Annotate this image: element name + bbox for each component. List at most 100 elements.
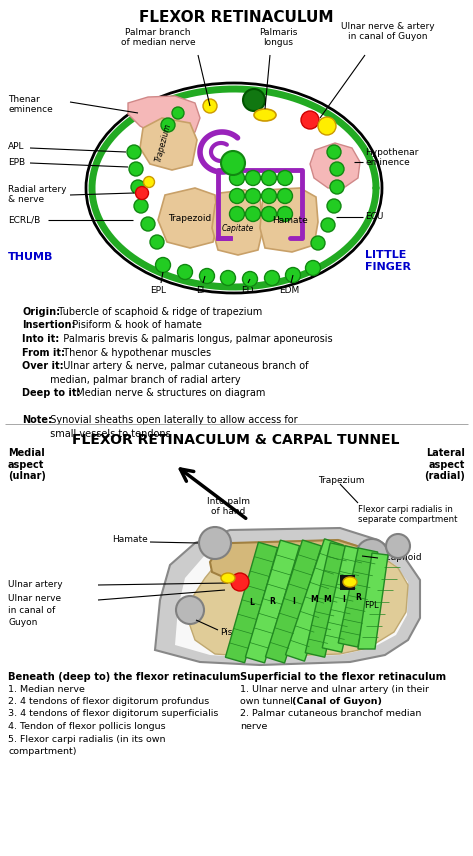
- Circle shape: [161, 118, 175, 132]
- Text: Ulnar artery & nerve, palmar cutaneous branch of: Ulnar artery & nerve, palmar cutaneous b…: [57, 361, 308, 371]
- Circle shape: [301, 111, 319, 129]
- Text: Lateral
aspect
(radial): Lateral aspect (radial): [424, 448, 465, 481]
- Text: Hypothenar
eminence: Hypothenar eminence: [365, 148, 419, 168]
- Circle shape: [330, 180, 344, 194]
- Text: LITTLE
FINGER: LITTLE FINGER: [365, 250, 411, 271]
- Text: ECRL/B: ECRL/B: [8, 215, 40, 224]
- Ellipse shape: [86, 83, 382, 293]
- Circle shape: [262, 188, 277, 204]
- Text: APL: APL: [8, 142, 25, 151]
- Polygon shape: [158, 188, 218, 248]
- Text: Ulnar artery: Ulnar artery: [8, 580, 62, 589]
- Circle shape: [311, 236, 325, 250]
- Text: Into palm
of hand: Into palm of hand: [207, 497, 249, 516]
- Polygon shape: [265, 540, 322, 663]
- Text: Radial artery
& nerve: Radial artery & nerve: [8, 185, 67, 205]
- Circle shape: [245, 170, 261, 186]
- Circle shape: [199, 527, 231, 559]
- Circle shape: [327, 145, 341, 159]
- Polygon shape: [245, 540, 299, 663]
- Circle shape: [262, 206, 277, 222]
- Text: compartment): compartment): [8, 747, 77, 756]
- Circle shape: [278, 206, 292, 222]
- Circle shape: [129, 162, 143, 176]
- Circle shape: [243, 89, 265, 111]
- Circle shape: [156, 258, 170, 272]
- Polygon shape: [310, 143, 360, 188]
- Text: Hamate: Hamate: [272, 216, 308, 224]
- Text: Palmaris brevis & palmaris longus, palmar aponeurosis: Palmaris brevis & palmaris longus, palma…: [57, 334, 333, 344]
- Text: FLEXOR RETINACULUM & CARPAL TUNNEL: FLEXOR RETINACULUM & CARPAL TUNNEL: [72, 433, 400, 447]
- Circle shape: [127, 145, 141, 159]
- Text: I: I: [342, 595, 345, 603]
- Text: Pisiform & hook of hamate: Pisiform & hook of hamate: [65, 320, 201, 330]
- Text: Palmar branch
of median nerve: Palmar branch of median nerve: [121, 28, 195, 47]
- Text: I: I: [292, 597, 295, 606]
- Circle shape: [141, 217, 155, 231]
- Text: Palmaris
longus: Palmaris longus: [259, 28, 297, 47]
- Text: Pisiform: Pisiform: [220, 628, 256, 637]
- Circle shape: [229, 170, 245, 186]
- Text: Median nerve & structures on diagram: Median nerve & structures on diagram: [70, 388, 265, 398]
- Polygon shape: [322, 546, 365, 652]
- Text: 1. Ulnar nerve and ulnar artery (in their: 1. Ulnar nerve and ulnar artery (in thei…: [240, 685, 429, 693]
- Ellipse shape: [343, 577, 357, 587]
- Circle shape: [386, 534, 410, 558]
- Circle shape: [356, 539, 388, 571]
- Text: L: L: [249, 598, 254, 607]
- Polygon shape: [305, 543, 350, 657]
- Circle shape: [264, 270, 280, 286]
- Text: Deep to it:: Deep to it:: [22, 388, 80, 398]
- Text: R: R: [355, 593, 361, 602]
- Polygon shape: [155, 528, 420, 665]
- Polygon shape: [140, 118, 197, 170]
- Text: FPL: FPL: [364, 601, 378, 609]
- Text: From it:: From it:: [22, 348, 65, 358]
- Polygon shape: [212, 190, 263, 255]
- Circle shape: [143, 176, 155, 187]
- Text: own tunnel: own tunnel: [240, 697, 296, 706]
- Text: Trapezoid: Trapezoid: [168, 213, 211, 223]
- Polygon shape: [226, 542, 278, 663]
- Polygon shape: [175, 540, 408, 658]
- Circle shape: [229, 188, 245, 204]
- Circle shape: [200, 269, 214, 283]
- Text: 3. 4 tendons of flexor digitorum superficialis: 3. 4 tendons of flexor digitorum superfi…: [8, 710, 219, 718]
- Text: Flexor carpi radialis in
separate compartment: Flexor carpi radialis in separate compar…: [358, 505, 457, 525]
- Circle shape: [177, 265, 193, 280]
- Circle shape: [318, 117, 336, 135]
- Text: Medial
aspect
(ulnar): Medial aspect (ulnar): [8, 448, 46, 481]
- Text: Note:: Note:: [22, 415, 52, 425]
- Text: ECU: ECU: [365, 212, 384, 221]
- Circle shape: [131, 180, 145, 194]
- Text: Superficial to the flexor retinaculum: Superficial to the flexor retinaculum: [240, 672, 446, 682]
- Ellipse shape: [254, 109, 276, 121]
- Text: in canal of: in canal of: [8, 606, 55, 615]
- Polygon shape: [286, 538, 343, 661]
- Text: FLEXOR RETINACULUM: FLEXOR RETINACULUM: [139, 10, 333, 25]
- Text: THUMB: THUMB: [8, 252, 53, 262]
- Circle shape: [278, 170, 292, 186]
- Circle shape: [220, 270, 236, 286]
- Text: nerve: nerve: [240, 722, 267, 731]
- Circle shape: [231, 573, 249, 591]
- Text: R: R: [270, 597, 275, 606]
- Text: ED: ED: [241, 286, 253, 295]
- Text: Into it:: Into it:: [22, 334, 59, 344]
- Circle shape: [172, 107, 184, 119]
- Circle shape: [203, 99, 217, 113]
- Circle shape: [306, 260, 321, 276]
- Text: Tubercle of scaphoid & ridge of trapezium: Tubercle of scaphoid & ridge of trapeziu…: [53, 307, 263, 317]
- Text: Ulnar nerve & artery
in canal of Guyon: Ulnar nerve & artery in canal of Guyon: [341, 22, 435, 41]
- Text: M: M: [324, 596, 332, 604]
- Text: 1. Median nerve: 1. Median nerve: [8, 685, 85, 693]
- Circle shape: [321, 218, 335, 232]
- Text: Ulnar nerve: Ulnar nerve: [8, 594, 61, 603]
- Text: 2. Palmar cutaneous branchof median: 2. Palmar cutaneous branchof median: [240, 710, 421, 718]
- Circle shape: [243, 271, 257, 287]
- Text: (Canal of Guyon): (Canal of Guyon): [292, 697, 382, 706]
- Text: Beneath (deep to) the flexor retinaculum: Beneath (deep to) the flexor retinaculum: [8, 672, 240, 682]
- Text: median, palmar branch of radial artery: median, palmar branch of radial artery: [22, 375, 241, 384]
- Text: EPB: EPB: [8, 158, 25, 167]
- Circle shape: [286, 267, 300, 282]
